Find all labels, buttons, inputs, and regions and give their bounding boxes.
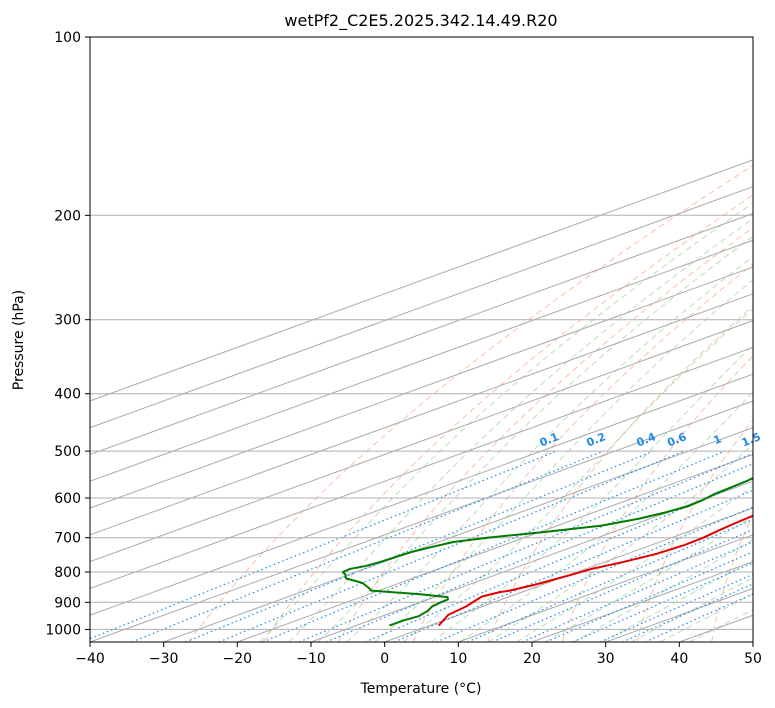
isotherm xyxy=(384,507,753,642)
moist-adiabat xyxy=(374,279,753,642)
mixing-ratio-line xyxy=(467,518,753,642)
y-tick-label: 800 xyxy=(54,565,81,581)
isotherm xyxy=(90,293,753,536)
moist-adiabat xyxy=(630,577,753,642)
mixing-ratio-label: 1 xyxy=(712,432,724,447)
dewpoint-profile xyxy=(341,476,753,627)
dry-adiabat xyxy=(487,305,753,642)
mixing-ratio-line xyxy=(298,452,753,642)
moist-adiabat xyxy=(259,202,753,642)
mixing-ratio-line xyxy=(521,541,753,642)
dry-adiabat xyxy=(263,194,753,642)
x-tick-label: −20 xyxy=(223,651,253,667)
isotherm xyxy=(458,534,753,642)
dry-adiabat xyxy=(412,263,753,642)
dry-adiabat xyxy=(337,226,753,642)
y-tick-label: 700 xyxy=(54,531,81,547)
y-tick-label: 400 xyxy=(54,387,81,403)
chart-title: wetPf2_C2E5.2025.342.14.49.R20 xyxy=(284,11,557,31)
background-lines xyxy=(90,159,753,642)
moist-adiabat xyxy=(459,391,753,642)
isotherm xyxy=(90,159,753,402)
moist-adiabat xyxy=(345,255,753,642)
x-tick-label: 50 xyxy=(744,651,762,667)
mixing-ratio-line xyxy=(131,450,604,642)
moist-adiabat xyxy=(317,235,753,642)
mixing-ratio-line xyxy=(218,450,685,642)
x-tick-label: 20 xyxy=(523,651,541,667)
plot-background xyxy=(90,37,753,642)
mixing-ratio-line xyxy=(492,528,753,642)
y-tick-label: 900 xyxy=(54,595,81,611)
y-tick-label: 100 xyxy=(54,30,81,46)
y-tick-label: 500 xyxy=(54,444,81,460)
dry-adiabat xyxy=(636,418,753,642)
temperature-profile xyxy=(437,514,753,627)
isotherm xyxy=(90,373,753,616)
mixing-ratio-line xyxy=(325,463,753,642)
x-tick-label: 40 xyxy=(670,651,688,667)
mixing-ratio-line xyxy=(393,489,753,642)
x-axis-label: Temperature (°C) xyxy=(360,681,482,697)
x-tick-label: −30 xyxy=(149,651,179,667)
isotherm xyxy=(90,346,753,589)
y-tick-label: 300 xyxy=(54,313,81,329)
moist-adiabat xyxy=(288,218,753,642)
x-tick-label: 10 xyxy=(449,651,467,667)
isotherm xyxy=(163,427,753,642)
y-tick-label: 1000 xyxy=(45,622,81,638)
profiles xyxy=(341,476,753,627)
x-tick-label: 0 xyxy=(380,651,389,667)
isotherm xyxy=(310,480,753,642)
moist-adiabat xyxy=(544,515,753,642)
y-tick-label: 600 xyxy=(54,491,81,507)
x-tick-label: 30 xyxy=(597,651,615,667)
isotherm xyxy=(237,453,753,642)
mixing-ratio-line xyxy=(546,551,753,642)
x-tick-label: −40 xyxy=(75,651,105,667)
y-axis-ticks: 100 200 300 400 500 600 700 800 900 1000 xyxy=(45,30,90,638)
y-axis-label: Pressure (hPa) xyxy=(11,290,27,390)
plot-frame xyxy=(89,36,754,643)
moist-adiabat xyxy=(431,344,753,642)
x-axis-ticks: −40 −30 −20 −10 0 10 20 30 40 50 xyxy=(75,642,762,667)
isotherm xyxy=(90,212,753,456)
dry-adiabat xyxy=(561,355,753,642)
mixing-ratio-line xyxy=(572,562,753,642)
moist-adiabat xyxy=(659,593,753,642)
isotherm xyxy=(752,641,753,642)
isotherm xyxy=(90,320,753,563)
moist-adiabat xyxy=(516,485,753,642)
x-tick-label: −10 xyxy=(296,651,326,667)
moist-adiabat xyxy=(402,308,753,642)
isotherm xyxy=(90,266,753,509)
isotherm xyxy=(90,400,753,642)
y-tick-label: 200 xyxy=(54,208,81,224)
dry-adiabat xyxy=(188,164,753,642)
isotherm xyxy=(90,239,753,482)
isotherm xyxy=(90,186,753,429)
